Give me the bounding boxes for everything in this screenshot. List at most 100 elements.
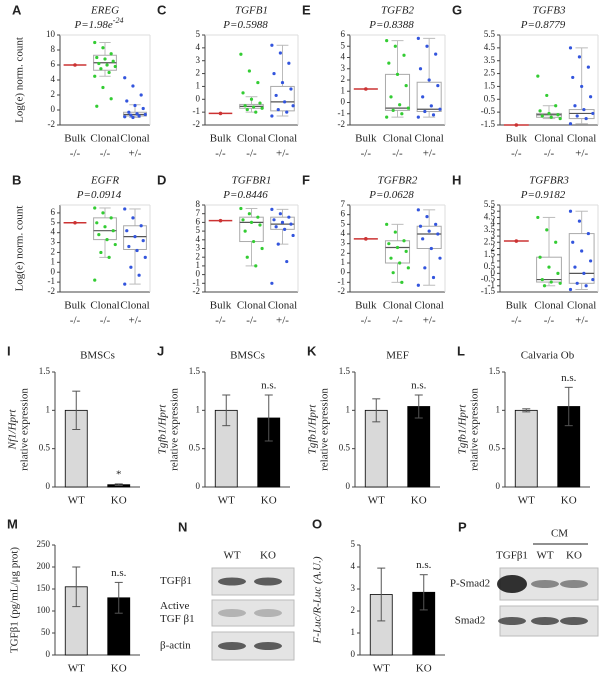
gene-title: TGFB1 [235, 5, 268, 17]
y-tick-label: 2 [491, 243, 496, 253]
x-tick-label: Bulk [64, 133, 86, 145]
y-tick-label: 5.5 [484, 29, 496, 39]
point [571, 75, 575, 80]
p-value-text: P=0.8388 [368, 19, 414, 31]
point [141, 238, 145, 243]
gene-title: EGFR [90, 175, 119, 187]
group-label: CM [551, 528, 568, 540]
y-tick-label: -2 [48, 286, 56, 296]
genotype-label: +/- [423, 148, 436, 160]
point [549, 115, 553, 119]
point [427, 229, 431, 233]
gene-title: EREG [90, 5, 119, 17]
x-tick-label: Clonal [268, 300, 297, 312]
point [406, 106, 410, 110]
point [123, 282, 127, 286]
point [139, 93, 143, 97]
point [391, 108, 395, 112]
y-tick-label: 2 [341, 74, 346, 84]
blot-band [254, 577, 282, 586]
y-axis-label: Tgfb1/Hprt [307, 404, 319, 454]
x-tick-label: Bulk [210, 300, 232, 312]
row-label: TGF β1 [160, 613, 195, 625]
genotype-label: +/- [129, 148, 142, 160]
point [364, 87, 368, 91]
point [568, 287, 573, 292]
point [385, 115, 389, 119]
point [545, 228, 549, 232]
point [125, 99, 129, 103]
point [554, 104, 558, 108]
y-tick-label: 3 [491, 230, 496, 240]
chart-title: BMSCs [230, 350, 265, 362]
genotype-label: -/- [544, 148, 555, 160]
point [538, 109, 542, 113]
x-tick-label: Bulk [210, 133, 232, 145]
point [101, 85, 105, 90]
point [400, 112, 404, 116]
genotype-label: -/- [215, 148, 226, 160]
point [391, 271, 395, 275]
y-tick-label: 0 [46, 649, 51, 659]
point [141, 106, 145, 111]
point [95, 104, 99, 108]
point [258, 223, 262, 227]
point [536, 215, 540, 220]
point [260, 246, 264, 251]
x-tick-label: Bulk [355, 300, 377, 312]
box [416, 225, 442, 249]
y-tick-label: 1.5 [484, 80, 496, 90]
p-value-text: P=0.5988 [222, 19, 268, 31]
y-tick-label: 4 [51, 227, 56, 237]
blot-band [218, 609, 246, 617]
point [97, 61, 101, 66]
y-tick-label: -1 [488, 280, 496, 290]
y-tick-label: -1.5 [481, 286, 496, 296]
point [131, 84, 135, 88]
y-axis-label: relative expression [19, 388, 31, 471]
x-tick-label: Bulk [64, 300, 86, 312]
x-tick-label: KO [261, 495, 277, 507]
y-tick-label: 0.5 [489, 443, 501, 453]
point [127, 244, 131, 249]
x-tick-label: Clonal [268, 133, 297, 145]
genotype-label: -/- [544, 315, 555, 327]
point [127, 110, 131, 114]
point [123, 115, 127, 119]
point [568, 209, 573, 213]
significance: n.s. [416, 559, 432, 571]
y-tick-label: 7 [341, 199, 346, 209]
point [143, 255, 147, 259]
y-tick-label: 2 [51, 89, 56, 99]
x-tick-label: Bulk [355, 133, 377, 145]
y-tick-label: 1 [346, 404, 351, 414]
point [247, 212, 251, 216]
point [416, 36, 420, 40]
y-tick-label: 10 [46, 29, 56, 39]
y-tick-label: -2 [48, 119, 56, 129]
point [549, 280, 553, 284]
gene-title: TGFB2 [381, 5, 415, 17]
p-value: P=0.0914 [76, 189, 122, 201]
y-tick-label: 1 [51, 256, 56, 266]
blot-band [560, 580, 588, 588]
y-tick-label: -2 [338, 286, 346, 296]
point [247, 69, 251, 73]
y-axis-label: relative expression [169, 388, 181, 471]
significance: n.s. [561, 372, 577, 384]
y-tick-label: 3.5 [484, 224, 496, 234]
point [135, 112, 139, 116]
genotype-label: -/- [70, 315, 81, 327]
y-tick-label: 0 [196, 93, 201, 103]
p-exponent: -24 [113, 16, 124, 25]
y-tick-label: 0 [51, 266, 56, 276]
panel-letter: D [157, 172, 166, 187]
point [575, 114, 579, 118]
point [239, 52, 243, 56]
point [558, 281, 562, 285]
x-tick-label: KO [111, 495, 127, 507]
point [393, 230, 397, 234]
point [93, 206, 97, 210]
point [402, 53, 406, 57]
genotype-label: +/- [276, 148, 289, 160]
